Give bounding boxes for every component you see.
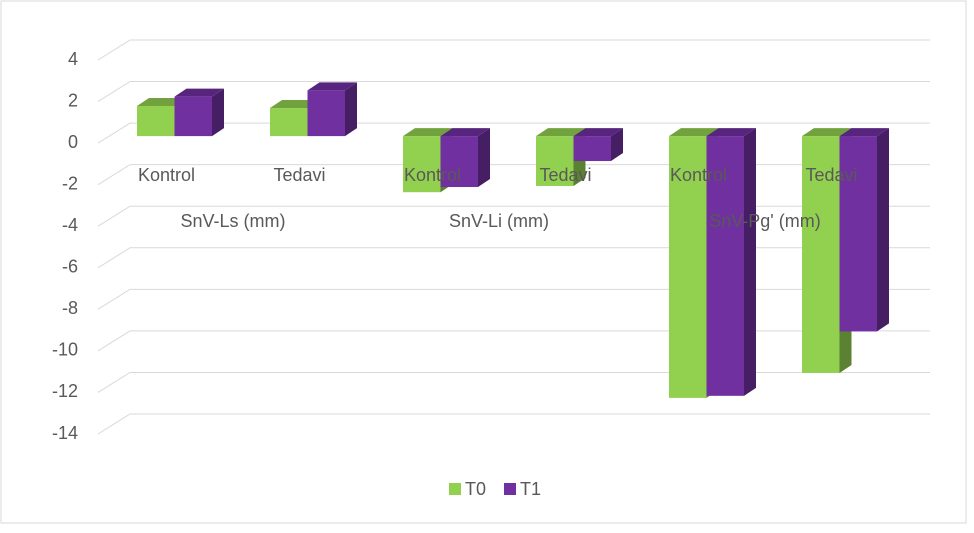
bar-side	[478, 128, 490, 188]
grid-line	[97, 81, 131, 102]
legend-swatch	[449, 483, 461, 495]
bar-top	[669, 128, 719, 137]
bar-side	[212, 88, 224, 137]
bar-front	[669, 136, 707, 398]
y-tick-label: -10	[52, 340, 78, 360]
group-label: SnV-Li (mm)	[449, 211, 549, 231]
y-tick-label: 4	[68, 49, 78, 69]
bar-top	[839, 128, 889, 137]
bar	[440, 128, 490, 188]
bar	[573, 128, 623, 162]
bar-front	[440, 136, 478, 188]
y-tick-label: -12	[52, 381, 78, 401]
grid-line	[97, 330, 131, 352]
bar-top	[307, 82, 357, 91]
bar-front	[536, 136, 574, 186]
bar-front	[706, 136, 744, 396]
bar-top	[536, 128, 586, 137]
bar-top	[270, 100, 320, 109]
bar-top	[802, 128, 852, 137]
x-tick-label: Kontrol	[138, 165, 195, 185]
grid-line	[97, 372, 131, 393]
y-tick-label: -2	[62, 173, 78, 193]
y-tick-label: -4	[62, 215, 78, 235]
x-tick-label: Kontrol	[404, 165, 461, 185]
x-tick-label: Kontrol	[670, 165, 727, 185]
grid-line	[97, 288, 131, 310]
bar-front	[839, 136, 877, 332]
y-tick-label: 2	[68, 90, 78, 110]
grid-line	[97, 205, 131, 227]
group-label: SnV-Ls (mm)	[180, 211, 285, 231]
bar-front	[403, 136, 441, 193]
bar-front	[573, 136, 611, 162]
bar-top	[403, 128, 453, 137]
bar-front	[270, 108, 308, 137]
bar-front	[174, 96, 212, 137]
grid-line	[97, 164, 131, 186]
legend-label: T0	[465, 479, 486, 499]
bar-side	[611, 128, 623, 162]
legend-swatch	[504, 483, 516, 495]
grid-line	[97, 247, 131, 269]
legend-label: T1	[520, 479, 541, 499]
bar-side	[877, 128, 889, 332]
x-tick-label: Tedavi	[273, 165, 325, 185]
bar-top	[137, 97, 187, 106]
bar-top	[440, 128, 490, 137]
y-tick-label: 0	[68, 132, 78, 152]
x-tick-label: Tedavi	[805, 165, 857, 185]
bar-side	[744, 128, 756, 396]
bar-front	[307, 90, 345, 137]
grid-line	[97, 413, 131, 435]
bar	[839, 128, 889, 332]
group-label: SnV-Pg' (mm)	[709, 211, 820, 231]
bar-top	[573, 128, 623, 137]
bar-top	[706, 128, 756, 137]
y-tick-label: -8	[62, 298, 78, 318]
bar-front	[802, 136, 840, 373]
bar	[174, 88, 224, 137]
y-tick-label: -14	[52, 423, 78, 443]
y-tick-label: -6	[62, 257, 78, 277]
grid-line	[97, 39, 131, 61]
bar	[706, 128, 756, 396]
grid-line	[97, 122, 131, 144]
bar-front	[137, 105, 175, 137]
bar-top	[174, 88, 224, 97]
bar-side	[345, 82, 357, 137]
bar	[307, 82, 357, 137]
x-tick-label: Tedavi	[539, 165, 591, 185]
